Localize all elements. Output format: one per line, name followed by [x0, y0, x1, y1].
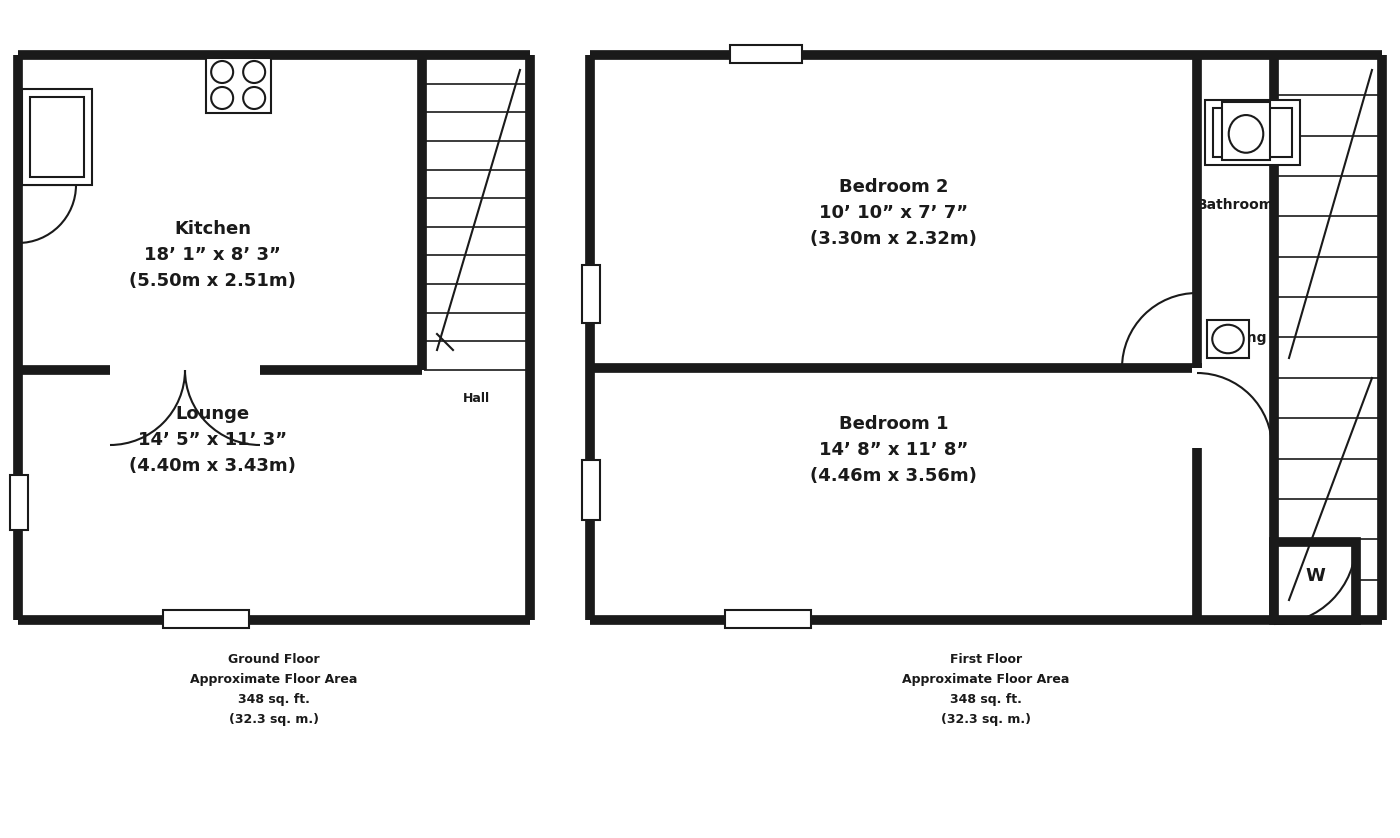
Text: Bedroom 2
10’ 10” x 7’ 7”
(3.30m x 2.32m): Bedroom 2 10’ 10” x 7’ 7” (3.30m x 2.32m… — [811, 178, 977, 248]
Text: Bathroom: Bathroom — [1197, 198, 1274, 212]
Bar — [582, 265, 601, 323]
Text: Landing: Landing — [1204, 331, 1267, 345]
Bar — [725, 610, 811, 628]
Bar — [1212, 108, 1292, 157]
Bar — [206, 58, 270, 112]
Text: First Floor
Approximate Floor Area
348 sq. ft.
(32.3 sq. m.): First Floor Approximate Floor Area 348 s… — [903, 653, 1070, 726]
Circle shape — [211, 87, 234, 109]
Circle shape — [244, 61, 265, 83]
Text: Bedroom 1
14’ 8” x 11’ 8”
(4.46m x 3.56m): Bedroom 1 14’ 8” x 11’ 8” (4.46m x 3.56m… — [811, 415, 977, 485]
Text: Ground Floor
Approximate Floor Area
348 sq. ft.
(32.3 sq. m.): Ground Floor Approximate Floor Area 348 … — [190, 653, 357, 726]
Bar — [1205, 100, 1301, 165]
Circle shape — [244, 87, 265, 109]
Bar — [1207, 320, 1249, 358]
Circle shape — [1246, 132, 1259, 143]
Bar — [162, 610, 249, 628]
Bar — [29, 97, 84, 177]
Text: W: W — [1305, 567, 1324, 585]
Bar — [22, 89, 92, 185]
Text: Lounge
14’ 5” x 11’ 3”
(4.40m x 3.43m): Lounge 14’ 5” x 11’ 3” (4.40m x 3.43m) — [129, 405, 295, 475]
Text: Hall: Hall — [462, 391, 490, 405]
Bar — [729, 45, 802, 63]
Bar — [1222, 102, 1270, 160]
Bar — [10, 475, 28, 530]
Ellipse shape — [1212, 325, 1243, 354]
Text: Kitchen
18’ 1” x 8’ 3”
(5.50m x 2.51m): Kitchen 18’ 1” x 8’ 3” (5.50m x 2.51m) — [129, 220, 295, 291]
Ellipse shape — [1229, 115, 1263, 153]
Bar — [582, 460, 601, 520]
Bar — [1274, 542, 1357, 620]
Circle shape — [211, 61, 234, 83]
